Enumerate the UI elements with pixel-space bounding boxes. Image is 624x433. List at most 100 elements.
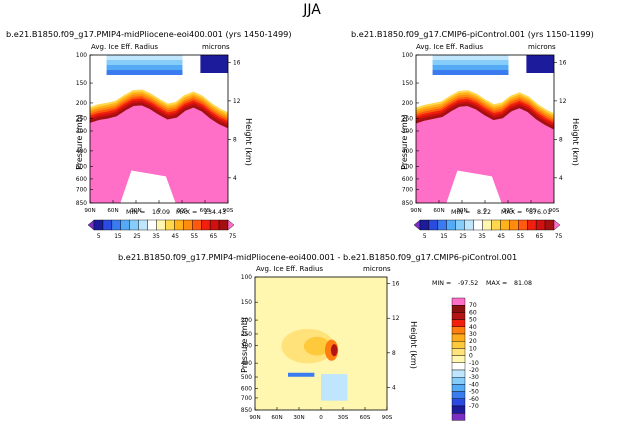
- panel2-colorbar-label: 75: [555, 234, 563, 240]
- panel1-colorbar-swatch: [138, 219, 148, 231]
- panel2-xtick-label: 90N: [410, 208, 421, 214]
- panel3-colorbar-swatch: [451, 405, 466, 414]
- panel1-title: b.e21.B1850.f09_g17.PMIP4-midPliocene-eo…: [6, 29, 292, 39]
- panel2-colorbar-swatch: [509, 219, 519, 231]
- panel3-colorbar-swatch: [451, 398, 466, 407]
- panel2-ytick-label: 600: [402, 177, 413, 183]
- panel2-colorbar-swatch: [518, 219, 528, 231]
- panel3-colorbar-swatch: [451, 348, 466, 356]
- panel3-colorbar-swatch: [451, 312, 466, 320]
- panel1-ytick-label: 200: [76, 101, 87, 107]
- panel2-strat-band: [432, 65, 509, 70]
- panel2-colorbar-swatch: [419, 219, 430, 231]
- panel2-colorbar-label: 55: [517, 234, 525, 240]
- panel3-colorbar-swatch: [451, 413, 466, 421]
- panel1-xtick-label: 60S: [200, 208, 211, 214]
- panel1-rtick-label: 12: [233, 99, 241, 105]
- panel1-colorbar-swatch: [165, 219, 175, 231]
- panel3-anomaly-lightblue: [321, 374, 348, 401]
- panel3-ytick-label: 600: [241, 386, 252, 392]
- panel1-max-value: 234.43: [204, 209, 227, 216]
- panel1-group: [89, 54, 231, 204]
- panel1-colorbar-swatch: [120, 219, 130, 231]
- panel3-group: [254, 276, 390, 411]
- panel3-colorbar-swatch: [451, 369, 466, 378]
- panel1-ytick-label: 100: [76, 53, 87, 59]
- panel2-ytick-label: 300: [402, 129, 413, 135]
- panel3-ytick-label: 850: [241, 408, 252, 414]
- panel3-ytick-label: 400: [241, 361, 252, 367]
- panel3-colorbar-label: 70: [469, 302, 477, 309]
- panel3-rtick-label: 8: [392, 351, 396, 357]
- panel2-min-value: 8.22: [477, 209, 492, 216]
- panel2-colorbar-swatch: [544, 219, 555, 231]
- panel2-ylabel: Pressure (mb): [400, 114, 409, 170]
- panel2-colorbar-label: 15: [440, 234, 448, 240]
- panel2-colorbar-cap-left: [413, 219, 421, 231]
- panel1-min-value: 10.09: [152, 209, 171, 216]
- panel1-ytick-label: 500: [76, 164, 87, 170]
- panel3-xtick-label: 90N: [249, 415, 260, 421]
- panel3-min-label: MIN =: [432, 280, 452, 287]
- panel3-colorbar-label: -40: [469, 381, 479, 388]
- panel1-colorbar-label: 65: [210, 234, 218, 240]
- panel2-colorbar-label: 45: [498, 234, 506, 240]
- panel2-strat-band: [432, 55, 509, 60]
- panel3-xtick-label: 0: [319, 415, 323, 421]
- panel3-right-ylabel: Height (km): [409, 321, 418, 369]
- panel3-colorbar-swatch: [451, 319, 466, 328]
- panel3-colorbar-swatch: [451, 341, 466, 349]
- panel3-colorbar-swatch: [451, 384, 466, 392]
- panel3-anomaly-orange: [303, 336, 331, 356]
- panel2-ytick-label: 200: [402, 101, 413, 107]
- panel2-group: [415, 54, 557, 204]
- panel2-strat-band: [432, 60, 509, 65]
- panel3-rtick-label: 12: [392, 316, 400, 322]
- panel3-colorbar-label: -30: [469, 374, 479, 381]
- panel3-subtitle-left: Avg. Ice Eff. Radius: [256, 265, 324, 273]
- panel3-colorbar-label: -20: [469, 367, 479, 374]
- panel2-tropopause-band: [415, 101, 555, 128]
- panel3-colorbar-label: -50: [469, 389, 479, 396]
- panel3-ytick-label: 700: [241, 396, 252, 402]
- panel2-colorbar-swatch: [500, 219, 510, 231]
- panel1-colorbar-label: 35: [152, 234, 160, 240]
- panel3-max-label: MAX =: [486, 280, 508, 287]
- panel1-strat-polar: [200, 55, 228, 73]
- panel3-ylabel: Pressure (mb): [240, 317, 249, 373]
- panel1-xtick-label: 30S: [177, 208, 188, 214]
- panel3-colorbar-swatch: [451, 377, 466, 385]
- panel1-colorbar-label: 45: [172, 234, 180, 240]
- panel1-colorbar-swatch: [192, 219, 202, 231]
- panel2-ytick-label: 700: [402, 188, 413, 194]
- panel2-tropopause-band: [415, 99, 555, 125]
- panel1-colorbar-label: 75: [229, 234, 237, 240]
- panel3-title: b.e21.B1850.f09_g17.PMIP4-midPliocene-eo…: [118, 252, 518, 262]
- panel1-rtick-label: 4: [233, 176, 237, 182]
- panel3-colorbar-swatch: [451, 391, 466, 400]
- panel2-xtick-label: 60S: [526, 208, 537, 214]
- panel3-colorbar-label: 30: [469, 331, 477, 338]
- panel1-strat-band: [106, 60, 183, 65]
- panel1-colorbar-swatch: [156, 219, 166, 231]
- panel1-strat-band: [106, 70, 183, 75]
- panel2-right-ylabel: Height (km): [571, 118, 580, 166]
- panel3-min-value: -97.52: [458, 280, 479, 287]
- panel1-ytick-label: 150: [76, 81, 87, 87]
- panel1-colorbar-cap-right: [227, 219, 235, 231]
- panel3-ytick-label: 200: [241, 318, 252, 324]
- panel2-colorbar-swatch: [491, 219, 501, 231]
- panel3-colorbar-label: 0: [469, 353, 473, 360]
- panel3-ytick-label: 250: [241, 332, 252, 338]
- panel2-colorbar-swatch: [535, 219, 546, 231]
- panel1-xtick-label: 60N: [107, 208, 118, 214]
- panel2-tropopause-band: [415, 96, 555, 123]
- panel2-colorbar-swatch: [455, 219, 465, 231]
- panel3-colorbar-label: 10: [469, 345, 477, 352]
- panel3-colorbar-swatch: [451, 362, 466, 371]
- panel1-colorbar-swatch: [209, 219, 220, 231]
- panel1-tropopause-band: [89, 91, 229, 118]
- panel1-colorbar-label: 5: [97, 234, 101, 240]
- panel2-ytick-label: 500: [402, 164, 413, 170]
- panel3-anomaly-core: [330, 344, 338, 357]
